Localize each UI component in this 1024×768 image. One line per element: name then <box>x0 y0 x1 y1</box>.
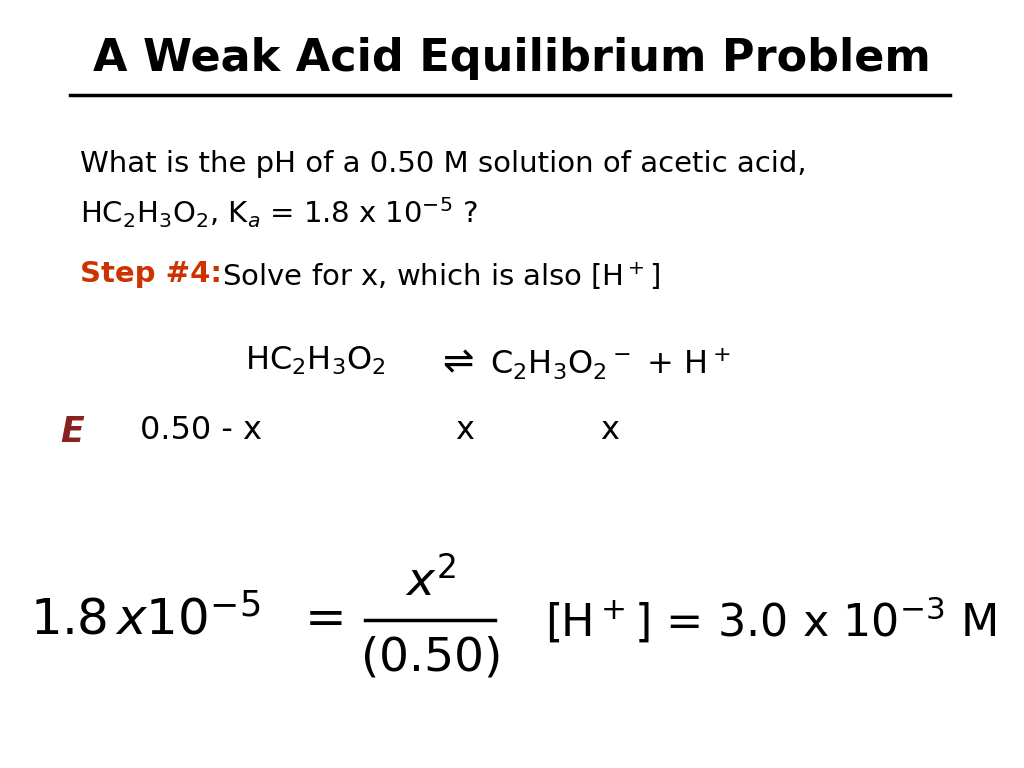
Text: x: x <box>600 415 618 446</box>
Text: What is the pH of a 0.50 M solution of acetic acid,: What is the pH of a 0.50 M solution of a… <box>80 150 807 178</box>
Text: $x^2$: $x^2$ <box>404 558 456 605</box>
Text: E: E <box>60 415 84 449</box>
Text: x: x <box>455 415 474 446</box>
Text: A Weak Acid Equilibrium Problem: A Weak Acid Equilibrium Problem <box>93 37 931 80</box>
Text: Step #4:: Step #4: <box>80 260 222 288</box>
Text: 0.50 - x: 0.50 - x <box>140 415 262 446</box>
Text: [H$^+$] = 3.0 x 10$^{-3}$ M: [H$^+$] = 3.0 x 10$^{-3}$ M <box>545 594 997 645</box>
Text: HC$_2$H$_3$O$_2$, K$_a$ = 1.8 x 10$^{-5}$ ?: HC$_2$H$_3$O$_2$, K$_a$ = 1.8 x 10$^{-5}… <box>80 195 477 230</box>
Text: $\rightleftharpoons$: $\rightleftharpoons$ <box>435 345 474 381</box>
Text: Solve for x, which is also [H$^+$]: Solve for x, which is also [H$^+$] <box>213 260 660 292</box>
Text: $1.8\,x10^{-5}$  $=$: $1.8\,x10^{-5}$ $=$ <box>30 595 343 645</box>
Text: HC$_2$H$_3$O$_2$: HC$_2$H$_3$O$_2$ <box>245 345 386 377</box>
Text: C$_2$H$_3$O$_2$$^-$ + H$^+$: C$_2$H$_3$O$_2$$^-$ + H$^+$ <box>490 345 731 381</box>
Text: $(0.50)$: $(0.50)$ <box>360 635 500 680</box>
